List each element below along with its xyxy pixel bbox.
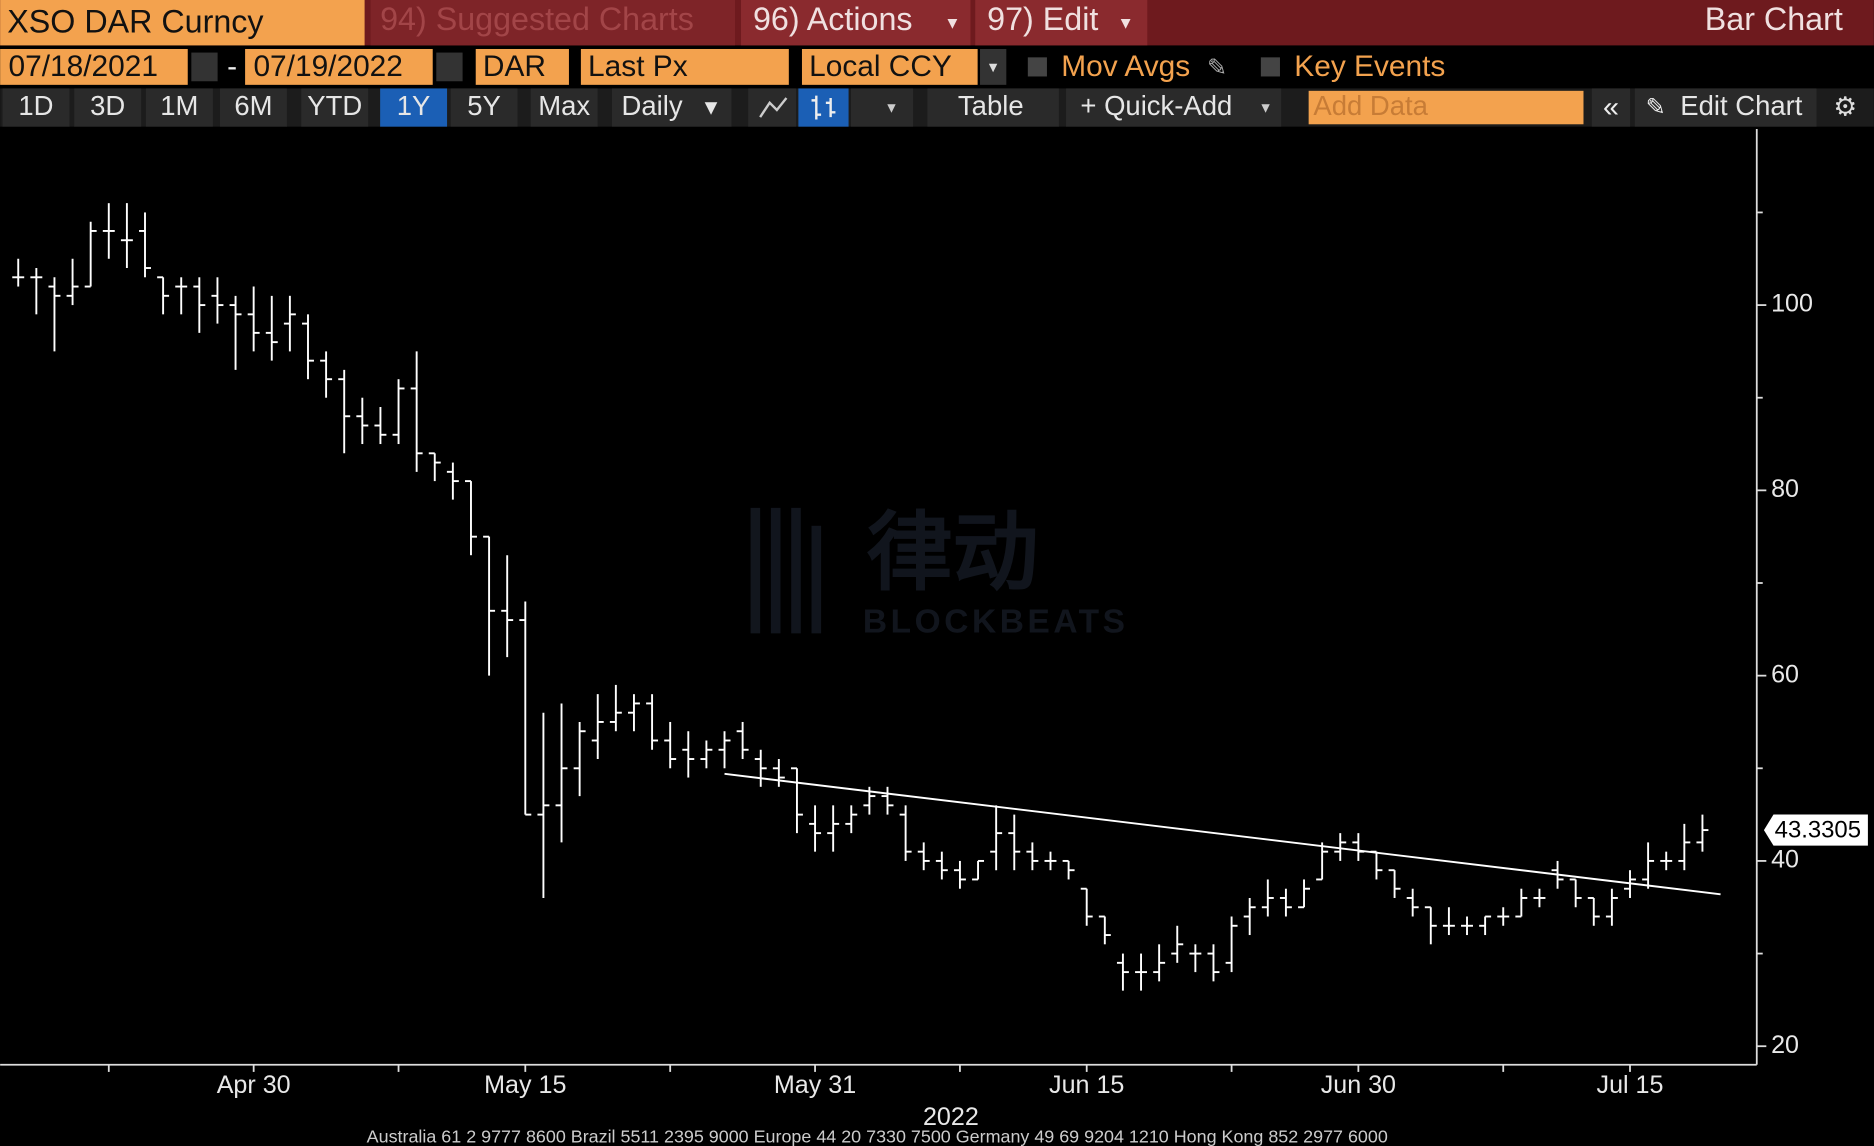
- field-box[interactable]: [580, 48, 789, 85]
- range-button[interactable]: [301, 88, 369, 127]
- watermark-bar: [791, 507, 801, 634]
- y-tick-label: 40: [1771, 846, 1799, 874]
- line-chart-button[interactable]: [748, 88, 796, 127]
- last-price-marker: [1763, 814, 1868, 846]
- table-button[interactable]: [927, 88, 1059, 127]
- calendar-icon[interactable]: [191, 52, 218, 82]
- security-box[interactable]: [0, 0, 365, 46]
- security: XSO DAR Curncy: [7, 3, 264, 39]
- y-tick-label: 60: [1771, 660, 1799, 688]
- range-label: Max: [538, 90, 590, 121]
- watermark: 律动 BLOCKBEATS: [750, 505, 1129, 641]
- range-button[interactable]: [145, 88, 213, 127]
- range-button[interactable]: [2, 88, 70, 127]
- currency-dropdown[interactable]: [980, 48, 1007, 85]
- collapse-icon: «: [1603, 91, 1619, 123]
- calendar-icon[interactable]: [436, 52, 463, 82]
- range-label: 1M: [160, 90, 198, 121]
- suggested-button[interactable]: [370, 0, 736, 46]
- edit-button[interactable]: [975, 0, 1148, 46]
- pencil-icon: ✎: [1646, 94, 1666, 121]
- x-tick-label: Jun 15: [1049, 1071, 1124, 1099]
- range-button[interactable]: [74, 88, 142, 127]
- add-data-box[interactable]: [1308, 90, 1584, 125]
- range-label: 1D: [18, 90, 53, 121]
- ticker: DAR: [483, 50, 546, 83]
- end-date-box[interactable]: [245, 48, 433, 85]
- currency: Local CCY: [809, 50, 952, 83]
- bar-icon: [811, 95, 836, 120]
- watermark-bar: [811, 525, 822, 634]
- checkbox[interactable]: [1027, 57, 1047, 77]
- pencil-icon[interactable]: ✎: [1207, 55, 1227, 82]
- add-data: Add Data: [1313, 90, 1428, 121]
- quick-add: + Quick-Add: [1080, 90, 1232, 121]
- actions-button[interactable]: [741, 0, 971, 46]
- x-tick-label: Apr 30: [217, 1071, 291, 1099]
- range-button[interactable]: [380, 88, 448, 127]
- watermark-text: BLOCKBEATS: [863, 604, 1129, 641]
- y-tick-label: 100: [1771, 290, 1813, 318]
- edit-chart: Edit Chart: [1680, 90, 1803, 121]
- last-price-label: 43.3305: [1775, 817, 1861, 844]
- currency-box[interactable]: [801, 48, 978, 85]
- range-label: 6M: [234, 90, 272, 121]
- y-tick-label: 80: [1771, 475, 1799, 503]
- trendline: [724, 772, 1721, 896]
- caret: ▼: [944, 13, 961, 32]
- caret: ▼: [1258, 101, 1272, 117]
- chart-kind: Bar Chart: [1705, 1, 1843, 37]
- watermark-bar: [750, 507, 761, 634]
- y-tick-label: 20: [1771, 1031, 1799, 1059]
- range-label: 5Y: [467, 90, 501, 121]
- watermark-logo: 律动: [866, 505, 1038, 601]
- caret: ▼: [986, 60, 1000, 76]
- collapse-button[interactable]: [1591, 88, 1631, 127]
- year-label: 2022: [923, 1103, 979, 1131]
- x-tick-label: Jun 30: [1321, 1071, 1396, 1099]
- key-events: Key Events: [1294, 50, 1445, 83]
- range-label: YTD: [307, 90, 362, 121]
- settings-icon[interactable]: ⚙: [1833, 92, 1857, 122]
- dash: -: [227, 50, 237, 83]
- start-date-box[interactable]: [0, 48, 188, 85]
- caret: ▼: [1117, 13, 1134, 32]
- suggested-charts: 94) Suggested Charts: [380, 1, 694, 37]
- field: Last Px: [588, 50, 688, 83]
- range-button[interactable]: [220, 88, 287, 127]
- x-tick-label: Jul 15: [1597, 1071, 1664, 1099]
- chart-dropdown[interactable]: [850, 88, 914, 127]
- quick-add-button[interactable]: [1066, 88, 1282, 127]
- range-label: 3D: [90, 90, 125, 121]
- checkbox[interactable]: [1260, 57, 1280, 77]
- range-button[interactable]: [450, 88, 518, 127]
- ticker-box[interactable]: [475, 48, 569, 85]
- x-tick-label: May 15: [484, 1071, 566, 1099]
- edit-chart-button[interactable]: [1634, 88, 1817, 127]
- range-button[interactable]: [530, 88, 598, 127]
- end-date: 07/19/2022: [253, 50, 402, 83]
- start-date: 07/18/2021: [8, 50, 157, 83]
- x-tick-label: May 31: [774, 1071, 856, 1099]
- table: Table: [958, 90, 1024, 121]
- footer: Australia 61 2 9777 8600 Brazil 5511 239…: [367, 1126, 1388, 1146]
- edit: 97) Edit: [987, 1, 1098, 37]
- period: Daily: [622, 90, 683, 121]
- watermark-bar: [770, 507, 781, 634]
- line-icon: [759, 97, 788, 118]
- caret: ▼: [700, 95, 721, 119]
- mov-avgs: Mov Avgs: [1061, 50, 1190, 83]
- caret: ▼: [884, 101, 898, 117]
- range-label: 1Y: [397, 90, 431, 121]
- actions: 96) Actions: [753, 1, 913, 37]
- period-button[interactable]: [611, 88, 732, 127]
- bar-chart-button[interactable]: [798, 88, 849, 127]
